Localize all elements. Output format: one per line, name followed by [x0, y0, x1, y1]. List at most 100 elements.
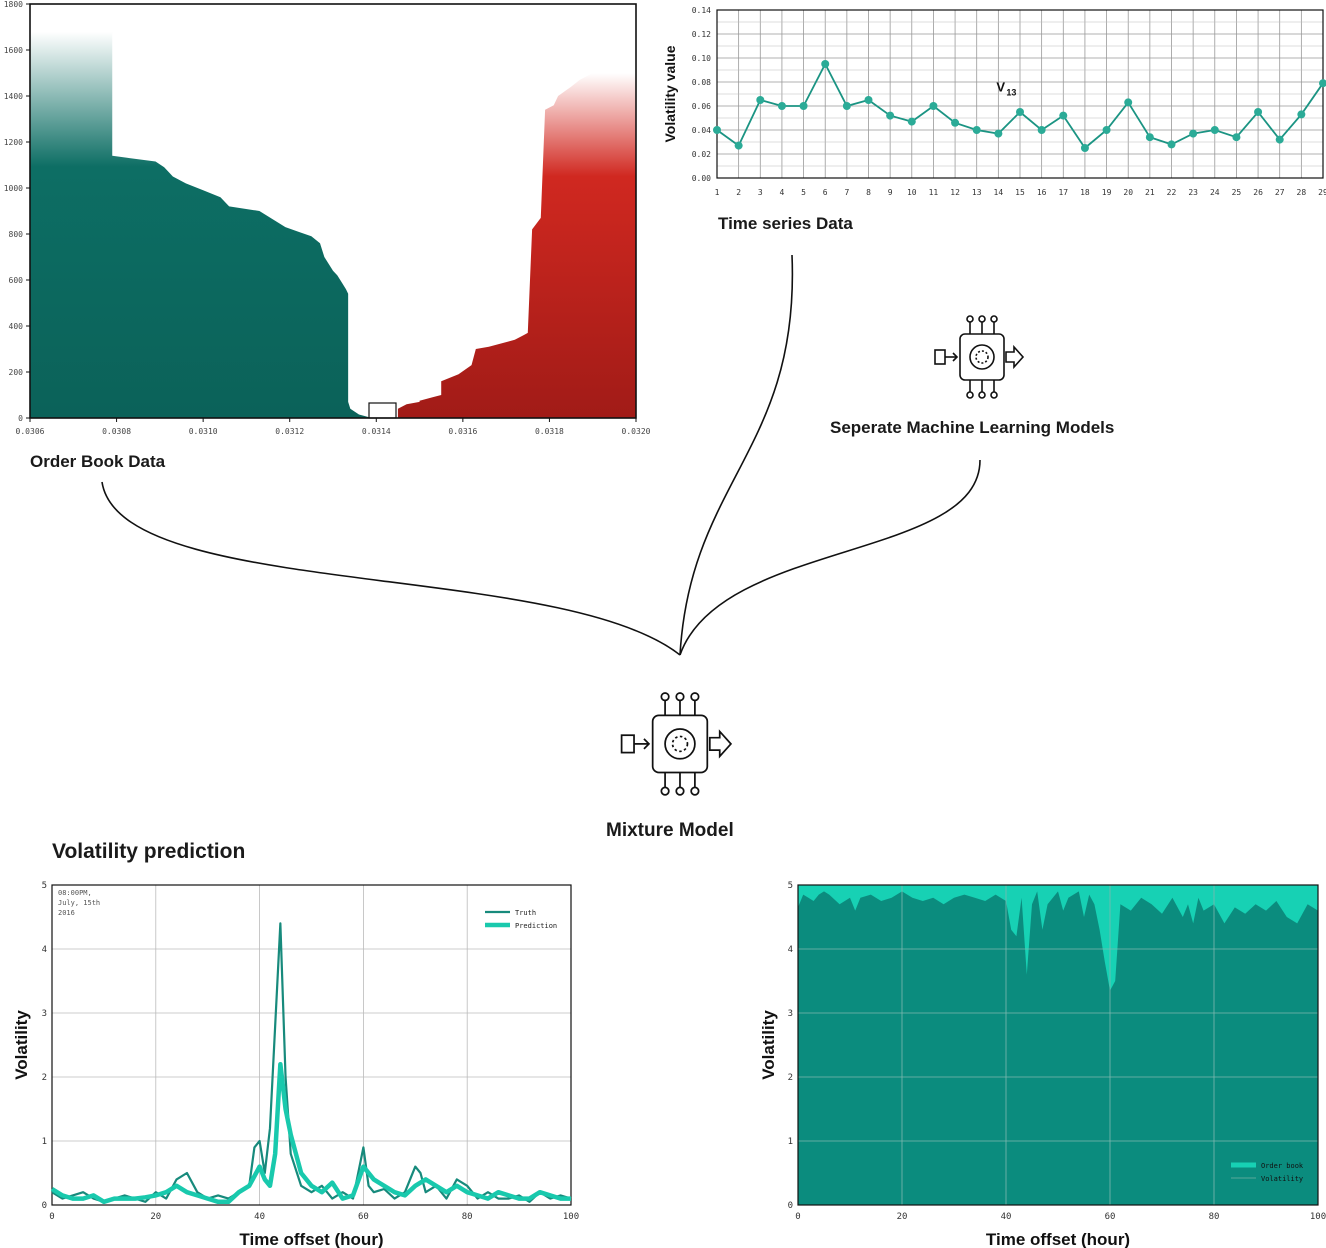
volatility-point [799, 102, 808, 110]
weights-frame [797, 884, 1319, 1206]
y-tick-label: 4 [42, 945, 47, 955]
weights-chart: 0 20 40 60 80 100 0 1 2 3 4 5 Order book Volatility Ti… [759, 881, 1326, 1248]
connector-curves [101, 254, 981, 656]
bid-depth-area [30, 31, 372, 418]
x-tick-label: 15 [1015, 188, 1025, 197]
y-tick-label: 2 [788, 1073, 793, 1083]
volatility-point [1167, 140, 1176, 149]
prediction-chart: 0 20 40 60 80 100 0 1 2 3 4 5 08:00PM, July, 15th 2016… [12, 881, 579, 1248]
date-note-line: 08:00PM, [58, 889, 92, 897]
ts-frame [716, 9, 1324, 179]
y-tick-label: 0.10 [692, 54, 711, 63]
date-note-line: July, 15th [58, 899, 100, 907]
x-axis-label: Time offset (hour) [986, 1230, 1130, 1248]
x-tick-label: 60 [358, 1212, 369, 1222]
volatility-point [713, 126, 721, 134]
time-series-chart: 1 2 3 4 5 6 7 8 9 10 11 12 13 14 15 16 17 18 19 20 21 22 23 24 2… [662, 6, 1326, 197]
y-tick-label: 600 [9, 276, 24, 285]
x-tick-label: 0.0320 [622, 427, 651, 436]
volatility-point [1145, 133, 1154, 142]
y-tick-label: 1200 [4, 138, 23, 147]
x-tick-label: 0.0318 [535, 427, 564, 436]
x-tick-label: 0.0316 [448, 427, 477, 436]
x-tick-label: 20 [1123, 188, 1133, 197]
y-tick-label: 3 [788, 1009, 793, 1019]
mixture-model-icon [620, 692, 733, 796]
x-tick-label: 40 [254, 1212, 265, 1222]
x-tick-label: 0.0314 [362, 427, 391, 436]
order-book-chart: 0 200 400 600 800 1000 1200 1400 1600 1800 0.0306 0… [4, 0, 651, 436]
truth-line [51, 922, 572, 1203]
x-tick-label: 8 [866, 188, 871, 197]
volatility-point [1059, 111, 1068, 120]
v13-annotation: V [996, 80, 1005, 95]
x-tick-label: 22 [1167, 188, 1177, 197]
y-tick-label: 5 [42, 881, 47, 891]
legend-label: Prediction [515, 922, 557, 930]
volatility-point [864, 96, 873, 104]
v13-subscript: 13 [1006, 88, 1016, 98]
y-tick-label: 4 [788, 945, 793, 955]
volatility-point [886, 111, 895, 120]
ob-frame [29, 3, 637, 419]
x-tick-label: 11 [929, 188, 939, 197]
y-tick-label: 0.12 [692, 30, 711, 39]
date-note-line: 2016 [58, 909, 75, 917]
y-tick-label: 0.00 [692, 174, 711, 183]
x-tick-label: 0 [795, 1212, 800, 1222]
volatility-point [821, 60, 830, 68]
x-tick-label: 28 [1297, 188, 1307, 197]
x-tick-label: 12 [950, 188, 960, 197]
time-series-caption: Time series Data [718, 214, 853, 233]
x-tick-label: 20 [150, 1212, 161, 1222]
connector-order-book [101, 481, 681, 656]
prediction-title: Volatility prediction [52, 840, 246, 863]
y-tick-label: 1 [788, 1137, 793, 1147]
x-tick-label: 9 [888, 188, 893, 197]
volatility-point [972, 126, 981, 134]
legend-label: Truth [515, 909, 536, 917]
x-tick-label: 4 [780, 188, 785, 197]
x-tick-label: 25 [1232, 188, 1242, 197]
x-tick-label: 29 [1318, 188, 1326, 197]
y-tick-label: 5 [788, 881, 793, 891]
volatility-point [1080, 144, 1089, 152]
y-tick-label: 1000 [4, 184, 23, 193]
y-axis-label: Volatility [12, 1010, 31, 1080]
x-tick-label: 13 [972, 188, 982, 197]
x-tick-label: 0.0306 [16, 427, 45, 436]
y-tick-label: 0 [42, 1201, 47, 1211]
y-tick-label: 0.08 [692, 78, 711, 87]
x-tick-label: 5 [801, 188, 806, 197]
connector-time-series [679, 254, 794, 656]
x-tick-label: 60 [1105, 1212, 1116, 1222]
volatility-point [1232, 133, 1241, 142]
x-tick-label: 17 [1058, 188, 1068, 197]
volatility-point [907, 117, 916, 126]
volatility-point [994, 129, 1003, 138]
volatility-point [734, 141, 743, 150]
volatility-point [1102, 126, 1111, 134]
y-tick-label: 0.04 [692, 126, 711, 135]
y-tick-label: 1400 [4, 92, 23, 101]
x-tick-label: 80 [1209, 1212, 1220, 1222]
volatility-point [1210, 126, 1219, 134]
x-tick-label: 0.0312 [275, 427, 304, 436]
ml-model-icon [934, 315, 1025, 399]
prediction-line [50, 1061, 571, 1205]
ask-depth-area [397, 73, 636, 418]
x-tick-label: 19 [1102, 188, 1112, 197]
volatility-point [1254, 108, 1263, 116]
separate-models-label: Seperate Machine Learning Models [830, 418, 1115, 437]
y-tick-label: 400 [9, 322, 24, 331]
x-tick-label: 21 [1145, 188, 1155, 197]
x-tick-label: 23 [1188, 188, 1198, 197]
legend-label: Volatility [1261, 1175, 1303, 1183]
pred-frame [51, 884, 572, 1206]
y-axis-label: Volatility [759, 1010, 778, 1080]
x-axis-label: Time offset (hour) [239, 1230, 383, 1248]
x-tick-label: 3 [758, 188, 763, 197]
volatility-point [1124, 98, 1133, 107]
volatility-area [798, 891, 1318, 1205]
volatility-point [1189, 129, 1198, 138]
